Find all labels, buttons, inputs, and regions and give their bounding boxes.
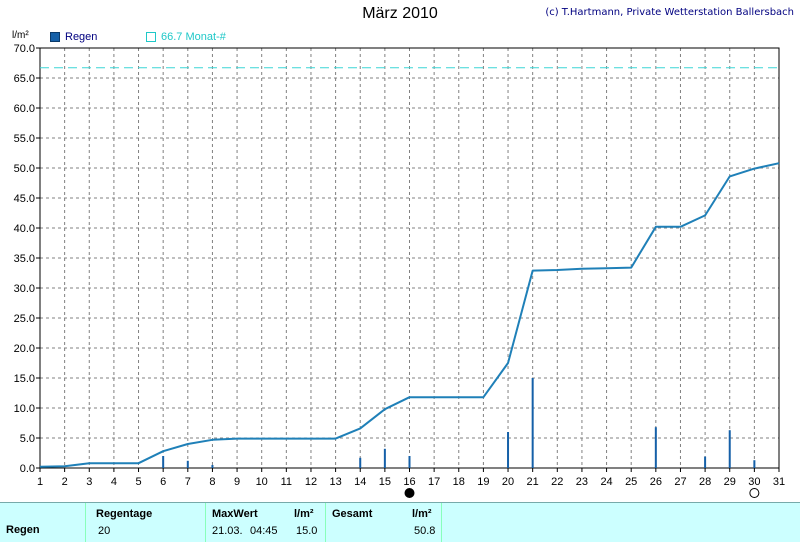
x-tick-label: 25 — [625, 476, 637, 488]
x-tick-label: 27 — [674, 476, 686, 488]
x-tick-label: 9 — [234, 476, 240, 488]
x-tick-label: 6 — [160, 476, 166, 488]
regentage-value: 20 — [98, 525, 111, 537]
x-tick-label: 19 — [477, 476, 489, 488]
y-axis-unit: l/m² — [12, 30, 29, 41]
footer-row-label: Regen — [6, 524, 40, 536]
y-tick-label: 25.0 — [14, 313, 35, 325]
x-tick-label: 4 — [111, 476, 117, 488]
x-tick-label: 14 — [354, 476, 366, 488]
y-tick-label: 5.0 — [20, 433, 35, 445]
x-tick-label: 28 — [699, 476, 711, 488]
y-tick-label: 20.0 — [14, 343, 35, 355]
daily-rain-bar — [408, 456, 411, 468]
x-tick-label: 1 — [37, 476, 43, 488]
legend-rain-swatch — [50, 32, 60, 42]
x-tick-label: 2 — [62, 476, 68, 488]
daily-rain-bar — [753, 460, 756, 468]
x-tick-label: 24 — [600, 476, 612, 488]
grid — [40, 48, 779, 468]
daily-rain-bar — [728, 430, 731, 468]
new-moon-icon — [749, 488, 760, 498]
daily-rain-bar — [211, 465, 214, 468]
gesamt-value: 50.8 — [414, 525, 436, 537]
x-tick-label: 16 — [403, 476, 415, 488]
y-tick-label: 55.0 — [14, 133, 35, 145]
x-tick-label: 30 — [748, 476, 760, 488]
y-tick-label: 10.0 — [14, 403, 35, 415]
x-tick-label: 13 — [329, 476, 341, 488]
daily-rain-bar — [383, 448, 386, 468]
chart-marks — [39, 67, 780, 498]
x-tick-label: 8 — [209, 476, 215, 488]
maxwert-value: 15.0 — [296, 525, 318, 537]
daily-rain-bar — [654, 427, 657, 468]
axes: 1 2 3 4 5 6 7 8 9 10 11 12 13 14 15 16 17 18 19 20 21 22 23 24 2… — [14, 43, 786, 488]
y-tick-label: 40.0 — [14, 223, 35, 235]
daily-rain-bar — [162, 456, 165, 468]
x-tick-label: 21 — [527, 476, 539, 488]
cumulative-rain-line — [39, 162, 780, 468]
x-tick-label: 29 — [724, 476, 736, 488]
x-tick-label: 7 — [185, 476, 191, 488]
full-moon-icon — [404, 488, 415, 498]
y-tick-label: 70.0 — [14, 43, 35, 55]
x-tick-label: 12 — [305, 476, 317, 488]
legend-rain: Regen — [50, 31, 97, 43]
x-tick-label: 23 — [576, 476, 588, 488]
y-tick-label: 30.0 — [14, 283, 35, 295]
legend-average-swatch — [146, 32, 156, 42]
y-tick-label: 60.0 — [14, 103, 35, 115]
x-tick-label: 20 — [502, 476, 514, 488]
copyright-text: (c) T.Hartmann, Private Wetterstation Ba… — [545, 7, 794, 18]
x-tick-label: 18 — [453, 476, 465, 488]
maxwert-unit: l/m² — [294, 508, 314, 520]
daily-rain-bar — [704, 456, 707, 468]
legend-rain-label: Regen — [65, 31, 98, 43]
daily-rain-bar — [507, 432, 510, 468]
y-tick-label: 35.0 — [14, 253, 35, 265]
legend-average: 66.7 Monat-# — [146, 31, 226, 43]
rain-chart: l/m² 1 2 3 4 5 6 7 8 9 10 11 12 13 14 15 16 17 18 19 20 21 22… — [12, 30, 786, 498]
x-tick-label: 15 — [379, 476, 391, 488]
x-tick-label: 17 — [428, 476, 440, 488]
y-tick-label: 45.0 — [14, 193, 35, 205]
y-tick-label: 15.0 — [14, 373, 35, 385]
maxwert-label: MaxWert — [212, 508, 258, 520]
daily-rain-bar — [186, 460, 189, 468]
gesamt-label: Gesamt — [332, 508, 373, 520]
x-tick-label: 22 — [551, 476, 563, 488]
x-tick-label: 10 — [256, 476, 268, 488]
legend-average-label: 66.7 Monat-# — [161, 31, 226, 43]
y-tick-label: 50.0 — [14, 163, 35, 175]
x-tick-label: 11 — [281, 476, 292, 488]
daily-rain-bar — [359, 457, 362, 468]
regentage-label: Regentage — [96, 508, 153, 520]
daily-rain-bar — [531, 378, 534, 468]
summary-footer: Regen Regentage 20 MaxWert l/m² 21.03. 0… — [0, 502, 800, 542]
x-tick-label: 3 — [86, 476, 92, 488]
chart-title: März 2010 — [362, 5, 438, 22]
gesamt-unit: l/m² — [412, 508, 432, 520]
x-tick-label: 5 — [135, 476, 141, 488]
maxwert-date: 21.03. — [212, 525, 243, 537]
x-tick-label: 31 — [773, 476, 785, 488]
maxwert-time: 04:45 — [250, 525, 278, 537]
y-tick-label: 65.0 — [14, 73, 35, 85]
x-tick-label: 26 — [650, 476, 662, 488]
y-tick-label: 0.0 — [20, 463, 35, 475]
